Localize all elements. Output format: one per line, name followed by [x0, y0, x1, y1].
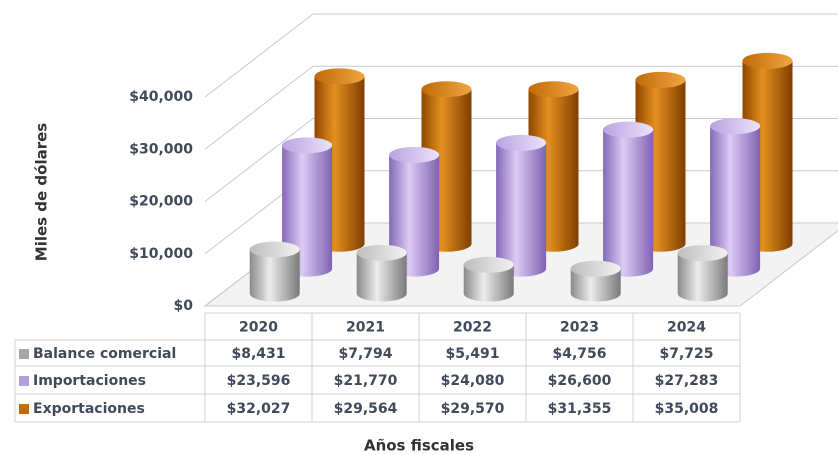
bar-top: [356, 244, 407, 261]
bar-top: [742, 52, 793, 69]
data-label: $27,283: [655, 373, 719, 389]
x-tick-label: 2021: [346, 320, 385, 336]
bar-top: [528, 81, 579, 98]
bar-top: [570, 260, 621, 277]
data-label: $29,570: [441, 401, 505, 417]
y-tick-label: $40,000: [129, 89, 193, 105]
data-label: $23,596: [227, 373, 291, 389]
data-label: $8,431: [231, 346, 285, 362]
legend-key: [19, 404, 29, 414]
bar: [249, 249, 300, 302]
bar-top: [421, 81, 472, 98]
bar-top: [496, 134, 547, 151]
bar-top: [463, 256, 514, 273]
data-label: $5,491: [445, 346, 499, 362]
x-tick-label: 2022: [453, 320, 492, 336]
bar-top: [635, 71, 686, 88]
data-label: $29,564: [334, 401, 398, 417]
bar: [677, 253, 728, 302]
y-axis-title: Miles de dólares: [33, 123, 51, 262]
data-label: $32,027: [227, 401, 291, 417]
legend-label: Exportaciones: [33, 401, 145, 417]
bar-top: [282, 137, 333, 154]
data-label: $4,756: [552, 346, 606, 362]
data-label: $7,725: [659, 346, 713, 362]
x-axis-title: Años fiscales: [364, 437, 474, 455]
legend-key: [19, 349, 29, 359]
bar-top: [677, 245, 728, 262]
data-label: $26,600: [548, 373, 612, 389]
bar-top: [603, 121, 654, 138]
legend-label: Importaciones: [33, 373, 146, 389]
legend-label: Balance comercial: [33, 346, 176, 362]
data-label: $35,008: [655, 401, 719, 417]
bar: [710, 126, 761, 277]
y-tick-label: $30,000: [129, 141, 193, 157]
bar: [356, 252, 407, 302]
y-tick-label: $10,000: [129, 246, 193, 262]
bar-top: [314, 68, 365, 85]
bar: [570, 268, 621, 302]
grid-line: [204, 13, 838, 98]
bar: [603, 129, 654, 277]
bar: [389, 154, 440, 277]
y-tick-label: $20,000: [129, 194, 193, 210]
bar-top: [710, 118, 761, 135]
bar: [463, 264, 514, 302]
data-label: $31,355: [548, 401, 612, 417]
x-tick-label: 2023: [560, 320, 599, 336]
data-label: $7,794: [338, 346, 392, 362]
grid-line: [204, 65, 838, 150]
bar-top: [249, 241, 300, 258]
x-tick-label: 2024: [667, 320, 706, 336]
bar: [496, 142, 547, 277]
x-tick-label: 2020: [239, 320, 278, 336]
data-label: $24,080: [441, 373, 505, 389]
legend-key: [19, 376, 29, 386]
data-label: $21,770: [334, 373, 398, 389]
bar: [282, 145, 333, 277]
bar-top: [389, 146, 440, 163]
y-tick-label: $0: [174, 298, 194, 314]
